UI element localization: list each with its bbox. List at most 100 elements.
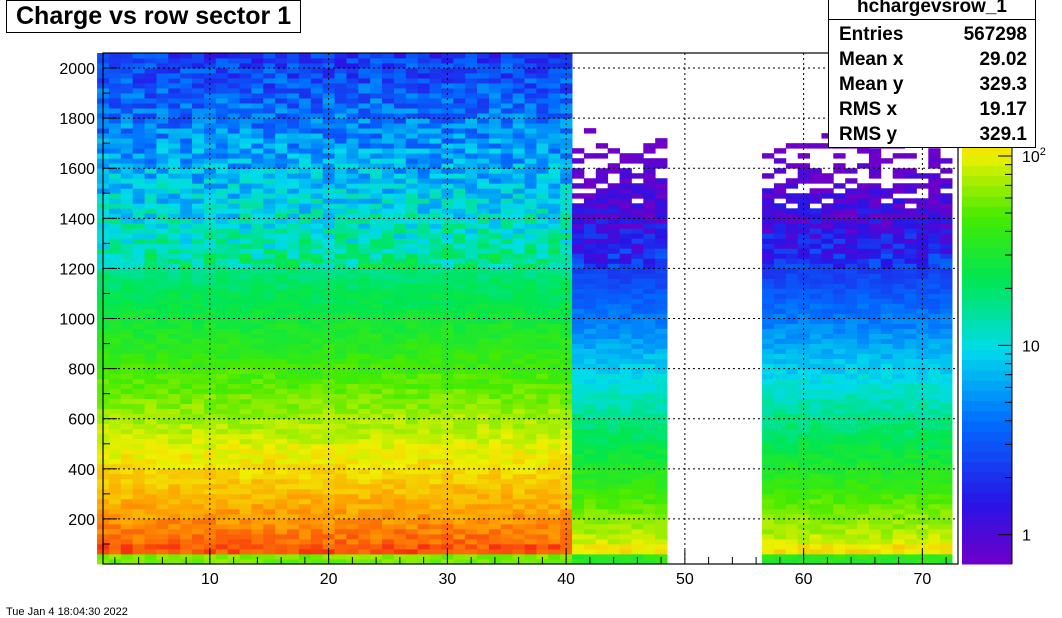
heatmap-cell xyxy=(168,513,181,520)
heatmap-cell xyxy=(393,288,407,294)
heatmap-cell xyxy=(536,178,549,184)
heatmap-cell xyxy=(441,423,454,430)
heatmap-cell xyxy=(310,323,324,329)
heatmap-cell xyxy=(263,98,276,104)
heatmap-cell xyxy=(215,268,229,274)
heatmap-cell xyxy=(536,523,549,530)
heatmap-cell xyxy=(512,93,525,99)
heatmap-cell xyxy=(215,298,229,304)
heatmap-cell xyxy=(203,178,217,184)
heatmap-cell xyxy=(156,118,169,124)
heatmap-cell xyxy=(405,348,419,354)
heatmap-cell xyxy=(595,298,609,304)
heatmap-cell xyxy=(785,513,799,520)
heatmap-cell xyxy=(393,548,407,555)
heatmap-cell xyxy=(322,348,335,354)
heatmap-cell xyxy=(572,293,585,299)
heatmap-cell xyxy=(275,313,288,319)
heatmap-cell xyxy=(203,433,217,440)
heatmap-cell xyxy=(572,173,585,179)
heatmap-cell xyxy=(346,428,359,435)
heatmap-cell xyxy=(465,213,478,219)
heatmap-cell xyxy=(643,433,656,440)
heatmap-cell xyxy=(572,443,585,450)
heatmap-cell xyxy=(120,373,134,380)
heatmap-cell xyxy=(773,458,787,465)
heatmap-cell xyxy=(500,283,514,289)
heatmap-cell xyxy=(797,523,810,530)
heatmap-cell xyxy=(227,393,240,400)
heatmap-cell xyxy=(310,168,324,174)
heatmap-cell xyxy=(358,518,371,525)
heatmap-cell xyxy=(239,508,252,515)
heatmap-cell xyxy=(477,98,490,104)
heatmap-cell xyxy=(215,263,229,269)
heatmap-cell xyxy=(465,478,478,485)
heatmap-cell xyxy=(417,243,430,249)
heatmap-cell xyxy=(215,463,229,470)
heatmap-cell xyxy=(524,243,537,249)
heatmap-cell xyxy=(488,408,502,415)
heatmap-cell xyxy=(370,308,383,314)
heatmap-cell xyxy=(631,548,644,555)
heatmap-cell xyxy=(655,393,668,400)
heatmap-cell xyxy=(405,53,419,59)
heatmap-cell xyxy=(203,458,217,465)
heatmap-cell xyxy=(358,348,371,354)
heatmap-cell xyxy=(239,518,252,525)
heatmap-cell xyxy=(595,468,609,475)
heatmap-cell xyxy=(215,58,229,64)
heatmap-cell xyxy=(275,293,288,299)
heatmap-cell xyxy=(785,328,799,334)
heatmap-cell xyxy=(477,163,490,169)
heatmap-cell xyxy=(429,428,442,435)
heatmap-cell xyxy=(168,53,181,59)
heatmap-cell xyxy=(275,538,288,545)
heatmap-cell xyxy=(120,423,134,430)
heatmap-cell xyxy=(168,143,181,149)
heatmap-cell xyxy=(548,83,561,89)
heatmap-cell xyxy=(203,418,217,425)
heatmap-cell xyxy=(358,318,371,324)
heatmap-cell xyxy=(524,63,537,69)
heatmap-cell xyxy=(631,378,644,385)
heatmap-cell xyxy=(275,133,288,139)
heatmap-cell xyxy=(382,293,395,299)
heatmap-cell xyxy=(310,438,324,445)
heatmap-cell xyxy=(192,463,205,470)
heatmap-cell xyxy=(346,293,359,299)
heatmap-cell xyxy=(298,53,312,59)
heatmap-cell xyxy=(619,223,632,229)
heatmap-cell xyxy=(524,188,537,194)
heatmap-cell xyxy=(477,468,490,475)
heatmap-cell xyxy=(429,363,442,370)
heatmap-cell xyxy=(595,418,609,425)
heatmap-cell xyxy=(512,298,525,304)
heatmap-cell xyxy=(572,458,585,465)
heatmap-cell xyxy=(370,413,383,420)
heatmap-cell xyxy=(120,388,134,395)
heatmap-cell xyxy=(441,258,454,264)
heatmap-cell xyxy=(405,383,419,390)
heatmap-cell xyxy=(275,503,288,510)
heatmap-cell xyxy=(227,308,240,314)
heatmap-cell xyxy=(417,433,430,440)
heatmap-cell xyxy=(168,93,181,99)
heatmap-cell xyxy=(762,288,775,294)
heatmap-cell xyxy=(227,208,240,214)
heatmap-cell xyxy=(595,493,609,500)
heatmap-cell xyxy=(203,353,217,359)
heatmap-cell xyxy=(488,528,502,535)
heatmap-cell xyxy=(132,143,145,149)
heatmap-cell xyxy=(132,253,145,259)
heatmap-cell xyxy=(560,83,573,89)
heatmap-cell xyxy=(310,513,324,520)
heatmap-cell xyxy=(536,273,549,279)
heatmap-cell xyxy=(797,493,810,500)
heatmap-cell xyxy=(144,243,157,249)
heatmap-cell xyxy=(405,103,419,109)
heatmap-cell xyxy=(120,333,134,339)
heatmap-cell xyxy=(488,448,502,455)
heatmap-cell xyxy=(120,343,134,349)
heatmap-cell xyxy=(583,378,597,385)
